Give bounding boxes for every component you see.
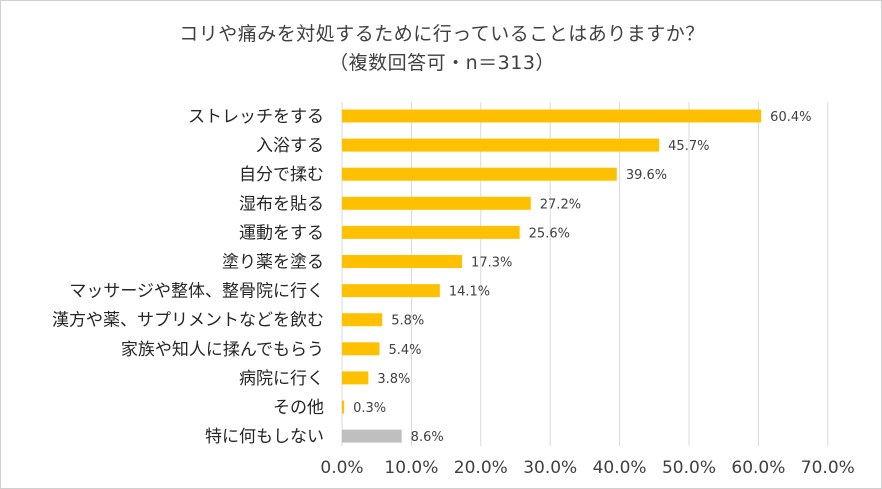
data-label: 3.8% bbox=[377, 372, 410, 387]
bar bbox=[342, 429, 402, 443]
data-label: 45.7% bbox=[668, 139, 709, 154]
bar bbox=[342, 109, 762, 123]
bar bbox=[342, 138, 660, 152]
bar bbox=[342, 284, 440, 298]
data-label: 27.2% bbox=[540, 197, 581, 212]
category-label: 自分で揉む bbox=[239, 165, 324, 185]
x-axis-ticks: 0.0% 10.0% 20.0% 30.0% 40.0% 50.0% 60.0% 70.0% bbox=[320, 458, 854, 478]
category-label: 塗り薬を塗る bbox=[222, 252, 324, 273]
x-tick-label: 20.0% bbox=[454, 458, 508, 478]
data-label: 39.6% bbox=[626, 168, 667, 183]
bar bbox=[342, 196, 531, 210]
data-label: 0.3% bbox=[353, 401, 386, 416]
category-label: 入浴する bbox=[256, 136, 324, 156]
chart-subtitle: （複数回答可・n＝313） bbox=[329, 52, 555, 74]
category-label: マッサージや整体、整骨院に行く bbox=[69, 282, 324, 302]
category-label: 運動をする bbox=[239, 223, 324, 243]
data-label: 14.1% bbox=[449, 285, 490, 300]
x-tick-label: 40.0% bbox=[593, 458, 647, 478]
x-tick-label: 0.0% bbox=[320, 458, 363, 478]
category-label: ストレッチをする bbox=[188, 107, 324, 127]
bar bbox=[342, 371, 369, 385]
data-label: 8.6% bbox=[411, 430, 444, 445]
x-tick-label: 30.0% bbox=[523, 458, 577, 478]
category-label: 特に何もしない bbox=[205, 427, 324, 447]
data-label: 60.4% bbox=[770, 110, 811, 125]
data-label: 25.6% bbox=[529, 226, 570, 241]
bar bbox=[342, 400, 345, 414]
category-label: 漢方や薬、サプリメントなどを飲む bbox=[52, 311, 324, 331]
x-tick-label: 10.0% bbox=[384, 458, 438, 478]
x-tick-label: 50.0% bbox=[662, 458, 716, 478]
bar bbox=[342, 342, 380, 356]
gridlines bbox=[341, 102, 829, 446]
category-labels: ストレッチをする入浴する自分で揉む湿布を貼る運動をする塗り薬を塗るマッサージや整… bbox=[52, 107, 324, 447]
x-tick-label: 60.0% bbox=[731, 458, 785, 478]
x-tick-label: 70.0% bbox=[801, 458, 855, 478]
bars bbox=[342, 109, 762, 443]
chart-title: コリや痛みを対処するために行っていることはありますか？ bbox=[179, 23, 705, 45]
bar bbox=[342, 167, 617, 181]
category-label: 病院に行く bbox=[239, 369, 324, 389]
category-label: 湿布を貼る bbox=[239, 194, 324, 214]
data-label: 17.3% bbox=[471, 256, 512, 271]
bar bbox=[342, 313, 383, 327]
data-label: 5.8% bbox=[391, 314, 424, 329]
data-label: 5.4% bbox=[388, 343, 421, 358]
category-label: その他 bbox=[273, 398, 324, 418]
category-label: 家族や知人に揉んでもらう bbox=[121, 340, 324, 360]
bar bbox=[342, 255, 463, 268]
data-labels: 60.4% 45.7%39.6% 27.2% 25.6% 17.3% 14.1% 5.8% 5… bbox=[353, 110, 811, 445]
bar bbox=[342, 225, 520, 239]
